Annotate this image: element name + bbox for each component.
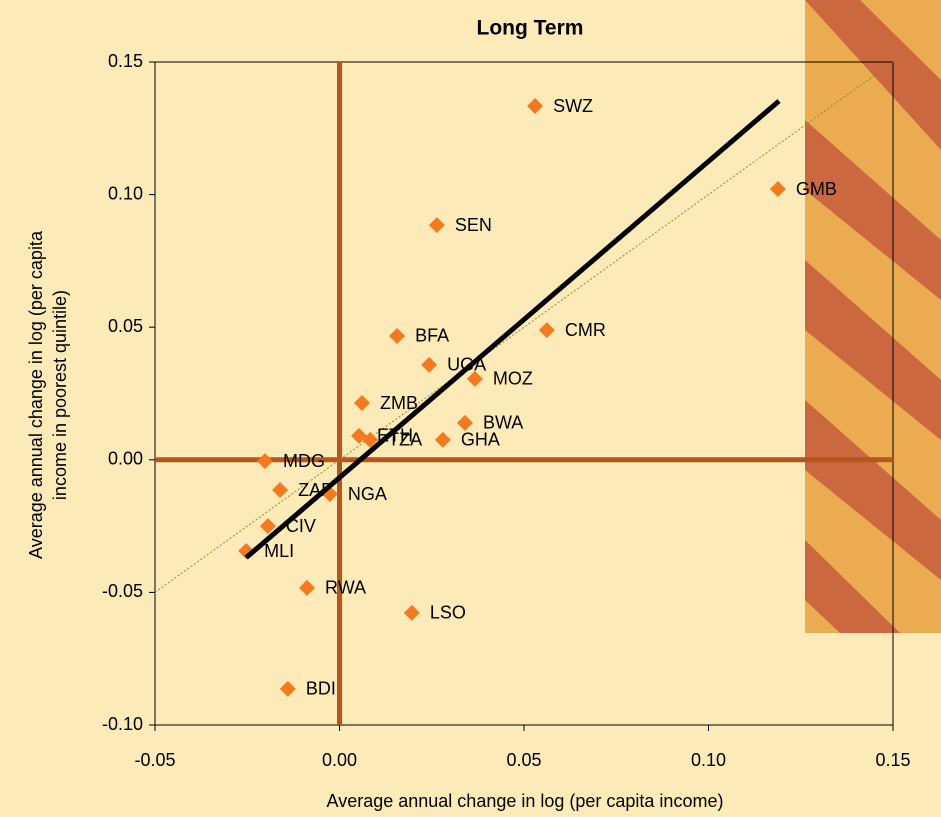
background-decoration <box>805 0 941 633</box>
x-tick-label: 0.10 <box>691 750 726 770</box>
fit-line <box>246 101 779 558</box>
point-label: GHA <box>461 430 500 450</box>
point-label: LSO <box>430 603 466 623</box>
data-point <box>280 681 296 697</box>
plot-area <box>155 62 893 725</box>
data-point <box>272 482 288 498</box>
point-label: BDI <box>306 679 336 699</box>
point-label: SWZ <box>553 96 593 116</box>
point-label: MDG <box>283 451 325 471</box>
point-label: MOZ <box>493 369 533 389</box>
point-label: SEN <box>455 215 492 235</box>
chart: Long Term Average annual change in log (… <box>0 0 941 817</box>
data-point <box>389 328 405 344</box>
point-label: GMB <box>796 179 837 199</box>
x-tick-label: -0.05 <box>134 750 175 770</box>
data-point <box>257 453 273 469</box>
point-label: CMR <box>565 320 606 340</box>
data-point <box>770 181 786 197</box>
data-point <box>421 357 437 373</box>
data-point <box>539 322 555 338</box>
y-axis-label: Average annual change in log (per capita <box>26 230 46 559</box>
data-point <box>429 217 445 233</box>
point-label: ZMB <box>380 393 418 413</box>
y-tick-label: 0.15 <box>108 51 143 71</box>
y-tick-label: 0.05 <box>108 316 143 336</box>
data-point <box>354 395 370 411</box>
data-point <box>299 580 315 596</box>
data-point <box>435 432 451 448</box>
x-tick-label: 0.15 <box>875 750 910 770</box>
reference-line <box>155 62 893 592</box>
data-point <box>457 415 473 431</box>
x-tick-label: 0.00 <box>322 750 357 770</box>
y-axis-label: income in poorest quintile) <box>50 290 70 500</box>
data-point <box>527 98 543 114</box>
point-label: MLI <box>264 541 294 561</box>
point-label: NGA <box>348 484 387 504</box>
y-tick-label: -0.10 <box>102 714 143 734</box>
y-tick-label: 0.10 <box>108 183 143 203</box>
chart-title: Long Term <box>477 17 584 40</box>
x-tick-label: 0.05 <box>506 750 541 770</box>
point-label: RWA <box>325 578 366 598</box>
point-label: BFA <box>415 326 449 346</box>
x-axis-label: Average annual change in log (per capita… <box>327 791 724 811</box>
y-tick-label: -0.05 <box>102 581 143 601</box>
y-tick-label: 0.00 <box>108 449 143 469</box>
data-point <box>404 605 420 621</box>
